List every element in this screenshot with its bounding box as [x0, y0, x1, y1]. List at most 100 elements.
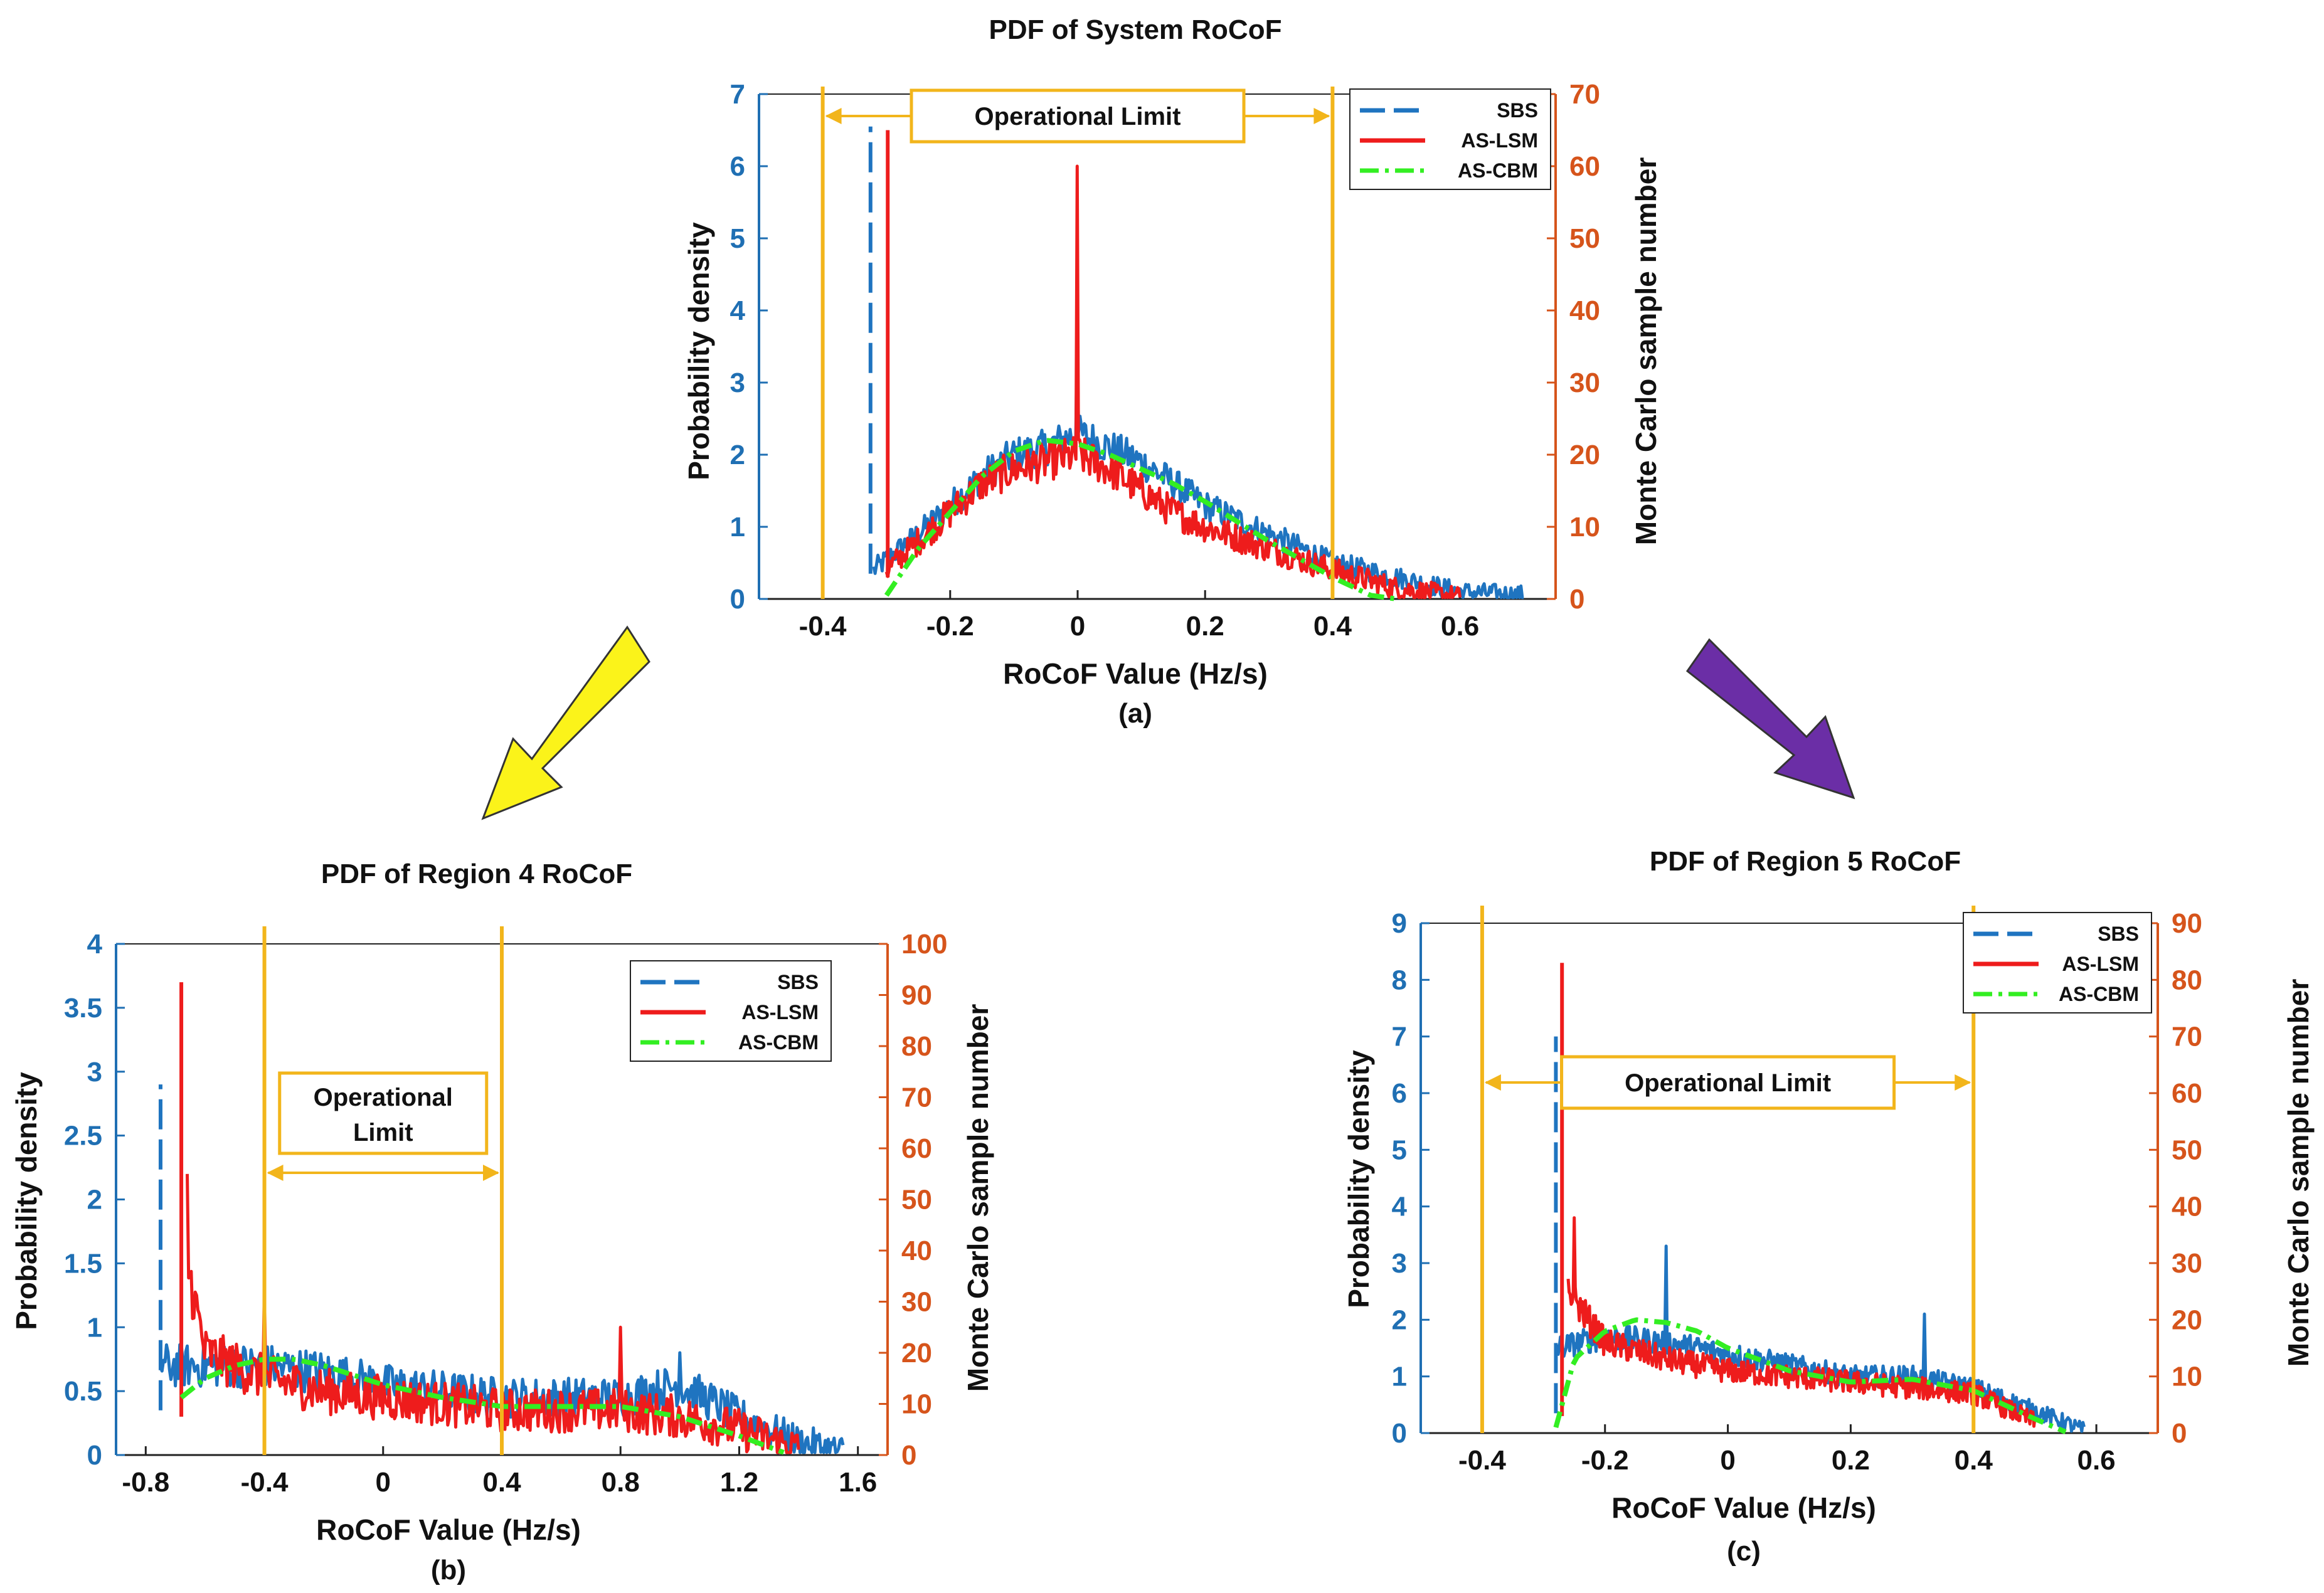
chart-c-y2tick-label: 80	[2172, 965, 2202, 995]
chart-a-xtick-label: 0.2	[1186, 611, 1224, 642]
chart-a-y2tick-label: 10	[1569, 512, 1600, 542]
chart-a-sublabel: (a)	[1118, 698, 1152, 729]
chart-c-ytick-label: 7	[1392, 1022, 1407, 1052]
chart-c-ytick-label: 1	[1392, 1362, 1407, 1392]
chart-b-y2label: Monte Carlo sample number	[962, 1004, 994, 1392]
chart-c-y2tick-label: 50	[2172, 1135, 2202, 1165]
chart-c-limit-label: Operational Limit	[1625, 1069, 1831, 1097]
chart-c-xtick-label: -0.2	[1581, 1445, 1629, 1476]
chart-c-legend-entry: SBS	[2098, 923, 2139, 945]
chart-c-legend-entry: AS-CBM	[2059, 983, 2139, 1005]
chart-b-limit-arrowhead-left	[267, 1165, 284, 1181]
chart-a-limit-arrowhead-right	[1313, 108, 1330, 124]
chart-a-legend-entry: AS-LSM	[1461, 129, 1538, 152]
chart-c-y2tick-label: 20	[2172, 1305, 2202, 1335]
chart-a-ytick-label: 7	[730, 79, 745, 110]
chart-a-ytick-label: 1	[730, 512, 745, 542]
chart-c-ytick-label: 0	[1392, 1418, 1407, 1449]
chart-a-series-sbs	[872, 331, 1524, 600]
chart-a-xtick-label: -0.4	[799, 611, 847, 642]
chart-b-y2tick-label: 100	[901, 929, 947, 960]
chart-a-xtick-label: 0.6	[1441, 611, 1479, 642]
chart-a-y2tick-label: 50	[1569, 223, 1600, 254]
chart-a-limit-label: Operational Limit	[975, 103, 1181, 130]
chart-c-xtick-label: -0.4	[1458, 1445, 1506, 1476]
chart-c-y2tick-label: 10	[2172, 1362, 2202, 1392]
chart-b-y2tick-label: 50	[901, 1185, 932, 1215]
chart-b-xtick-label: 0.4	[482, 1467, 521, 1498]
chart-a-y2tick-label: 0	[1569, 584, 1584, 615]
chart-c-ytick-label: 6	[1392, 1078, 1407, 1109]
chart-c-y2tick-label: 40	[2172, 1192, 2202, 1222]
chart-b-plot: 00.511.522.533.540102030405060708090100-…	[64, 926, 947, 1498]
chart-b-ytick-label: 1.5	[64, 1248, 102, 1279]
chart-a-ylabel: Probability density	[682, 222, 715, 480]
chart-a-y2tick-label: 20	[1569, 440, 1600, 470]
chart-a-legend-entry: SBS	[1497, 99, 1538, 122]
chart-a-xtick-label: 0.4	[1313, 611, 1352, 642]
chart-a-xtick-label: -0.2	[926, 611, 974, 642]
chart-c-ytick-label: 2	[1392, 1305, 1407, 1335]
chart-b-sublabel: (b)	[431, 1555, 466, 1585]
chart-c-xtick-label: 0.6	[2077, 1445, 2115, 1476]
chart-c-limit-box	[1560, 1055, 1896, 1110]
chart-b-ytick-label: 2	[87, 1185, 102, 1215]
chart-b-legend-entry: AS-CBM	[738, 1031, 819, 1054]
chart-c-y2tick-label: 0	[2172, 1418, 2187, 1449]
chart-b-y2tick-label: 70	[901, 1082, 932, 1113]
chart-c-xtick-label: 0	[1720, 1445, 1735, 1476]
chart-a-y2tick-label: 40	[1569, 295, 1600, 326]
chart-b-y2tick-label: 20	[901, 1338, 932, 1368]
chart-c-series-aslsm	[1566, 1216, 2037, 1428]
arrow-to-region-5	[1685, 638, 1855, 800]
chart-b-limit-box	[278, 1071, 489, 1155]
chart-b-xtick-label: -0.8	[122, 1467, 169, 1498]
chart-c-limit-arrowhead-right	[1955, 1074, 1971, 1091]
chart-c-ytick-label: 5	[1392, 1135, 1407, 1165]
chart-b-series-ascbm	[179, 1357, 785, 1455]
chart-a-ytick-label: 3	[730, 368, 745, 398]
chart-a-xtick-label: 0	[1070, 611, 1085, 642]
chart-a-y2tick-label: 30	[1569, 368, 1600, 398]
chart-b-y2tick-label: 10	[901, 1389, 932, 1420]
chart-b-ytick-label: 3.5	[64, 993, 102, 1024]
chart-a-y2label: Monte Carlo sample number	[1630, 157, 1662, 546]
chart-b-legend-entry: AS-LSM	[741, 1001, 819, 1024]
chart-b-y2tick-label: 0	[901, 1440, 916, 1471]
chart-a-y2tick-label: 60	[1569, 151, 1600, 182]
chart-a-ytick-label: 5	[730, 223, 745, 254]
chart-c-y2tick-label: 90	[2172, 908, 2202, 939]
chart-b-y2tick-label: 60	[901, 1133, 932, 1164]
chart-b-xtick-label: 1.6	[839, 1467, 877, 1498]
chart-b-xlabel: RoCoF Value (Hz/s)	[316, 1513, 581, 1546]
chart-b-ylabel: Probability density	[10, 1072, 43, 1330]
chart-a-title: PDF of System RoCoF	[989, 14, 1282, 45]
chart-c-xlabel: RoCoF Value (Hz/s)	[1611, 1491, 1876, 1524]
chart-a-limit-arrowhead-left	[825, 108, 842, 124]
chart-b-ytick-label: 4	[87, 929, 103, 960]
arrow-to-region-4	[481, 625, 650, 820]
chart-c-y2tick-label: 30	[2172, 1248, 2202, 1279]
chart-a-ytick-label: 4	[730, 295, 746, 326]
chart-a-legend-entry: AS-CBM	[1458, 159, 1538, 182]
chart-c-ylabel: Probability density	[1342, 1050, 1375, 1308]
chart-b-y2tick-label: 40	[901, 1236, 932, 1266]
chart-c-xtick-label: 0.4	[1955, 1445, 1993, 1476]
chart-c-xtick-label: 0.2	[1832, 1445, 1870, 1476]
chart-a-series-aslsm	[884, 164, 1462, 600]
chart-c-ytick-label: 3	[1392, 1248, 1407, 1279]
chart-b-series-aslsm	[186, 1173, 800, 1454]
chart-c-y2tick-label: 70	[2172, 1022, 2202, 1052]
chart-b-y2tick-label: 90	[901, 980, 932, 1011]
chart-a: PDF of System RoCoF 01234567010203040506…	[682, 14, 1662, 729]
chart-b-xtick-label: -0.4	[241, 1467, 289, 1498]
chart-b-limit-label-line: Limit	[353, 1119, 413, 1146]
chart-c: PDF of Region 5 RoCoF 012345678901020304…	[1342, 846, 2315, 1567]
chart-b-limit-arrowhead-right	[483, 1165, 499, 1181]
chart-c-legend-entry: AS-LSM	[2062, 953, 2139, 975]
chart-b-xtick-label: 1.2	[720, 1467, 758, 1498]
chart-b-ytick-label: 0	[87, 1440, 102, 1471]
